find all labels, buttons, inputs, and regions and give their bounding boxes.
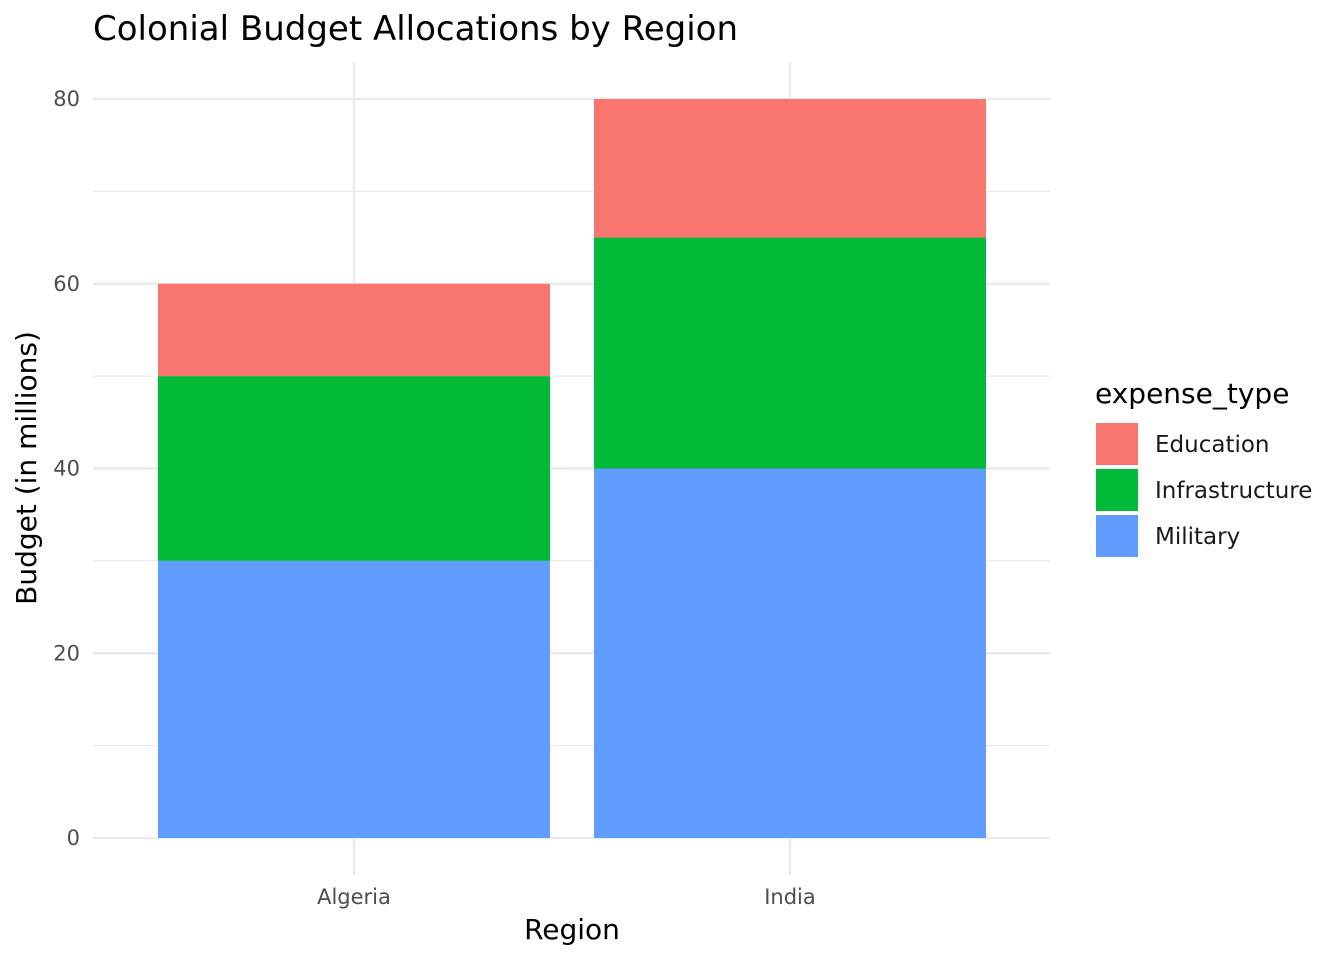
bar-education-algeria [158, 283, 550, 377]
bars [158, 99, 986, 838]
bar-infrastructure-algeria [158, 376, 550, 561]
y-axis-ticks: 0 20 40 60 80 [53, 87, 80, 850]
x-axis-title: Region [524, 913, 620, 946]
legend-key-military [1096, 515, 1138, 557]
legend-label-military: Military [1155, 524, 1240, 550]
legend-label-infrastructure: Infrastructure [1155, 478, 1312, 504]
bar-military-india [594, 468, 986, 838]
legend-key-education [1096, 423, 1138, 465]
legend: expense_type Education Infrastructure Mili… [1095, 377, 1312, 557]
x-tick-label: Algeria [317, 885, 391, 909]
y-tick-label: 20 [53, 641, 80, 665]
x-tick-label: India [764, 885, 816, 909]
y-tick-label: 40 [53, 457, 80, 481]
legend-key-infrastructure [1096, 469, 1138, 511]
bar-military-algeria [158, 560, 550, 838]
y-axis-title: Budget (in millions) [10, 331, 43, 605]
bar-infrastructure-india [594, 237, 986, 469]
legend-items: Education Infrastructure Military [1096, 423, 1312, 557]
y-tick-label: 0 [67, 826, 80, 850]
bar-education-india [594, 99, 986, 238]
chart-title: Colonial Budget Allocations by Region [93, 9, 738, 49]
legend-label-education: Education [1155, 432, 1270, 458]
y-tick-label: 60 [53, 272, 80, 296]
x-axis-ticks: Algeria India [317, 885, 816, 909]
y-tick-label: 80 [53, 87, 80, 111]
legend-title: expense_type [1095, 377, 1289, 410]
